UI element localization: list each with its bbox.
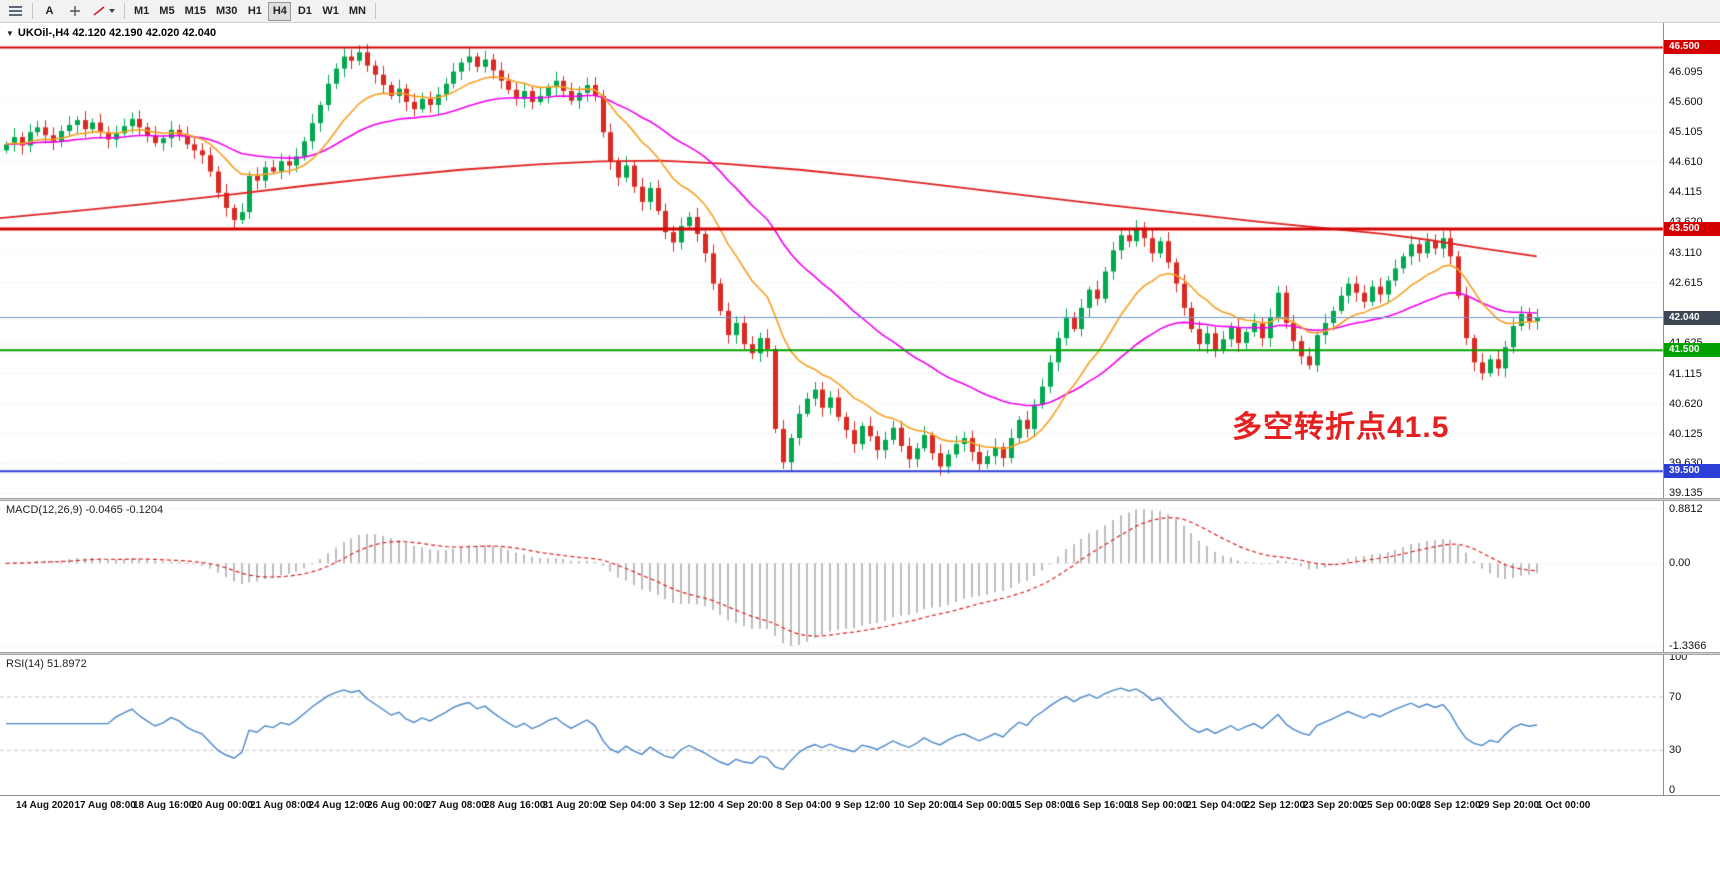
time-axis-label: 17 Aug 08:00 bbox=[74, 800, 136, 811]
time-axis-label: 20 Aug 00:00 bbox=[191, 800, 253, 811]
price-axis-label: 40.125 bbox=[1669, 427, 1703, 440]
crosshair-button[interactable] bbox=[63, 2, 86, 21]
price-axis-label: 44.610 bbox=[1669, 155, 1703, 168]
time-axis-label: 26 Aug 00:00 bbox=[367, 800, 429, 811]
timeframe-m30-button[interactable]: M30 bbox=[212, 2, 241, 21]
menu-lines-icon bbox=[9, 5, 22, 16]
macd-indicator-label: MACD(12,26,9) -0.0465 -0.1204 bbox=[6, 504, 164, 516]
timeframe-mn-button[interactable]: MN bbox=[345, 2, 370, 21]
time-axis-label: 18 Aug 16:00 bbox=[133, 800, 195, 811]
timeframe-m15-button[interactable]: M15 bbox=[181, 2, 210, 21]
time-axis-label: 14 Aug 2020 bbox=[16, 800, 74, 811]
time-axis-label: 28 Aug 16:00 bbox=[484, 800, 546, 811]
macd-axis-label: 0.8812 bbox=[1669, 503, 1703, 515]
time-axis-label: 8 Sep 04:00 bbox=[776, 800, 832, 811]
price-axis[interactable]: 46.09545.60045.10544.61044.11543.62043.1… bbox=[1663, 22, 1720, 797]
price-badge-42.040: 42.040 bbox=[1664, 310, 1720, 325]
text-tool-button[interactable]: A bbox=[38, 2, 61, 21]
price-badge-43.500: 43.500 bbox=[1664, 222, 1720, 237]
time-axis-label: 27 Aug 08:00 bbox=[425, 800, 487, 811]
time-axis-label: 24 Aug 12:00 bbox=[308, 800, 370, 811]
rsi-axis-label: 70 bbox=[1669, 691, 1682, 703]
time-axis-label: 21 Sep 04:00 bbox=[1186, 800, 1247, 811]
price-axis-label: 39.135 bbox=[1669, 487, 1703, 500]
rsi-axis-label: 0 bbox=[1669, 784, 1676, 797]
time-axis-label: 16 Sep 16:00 bbox=[1069, 800, 1130, 811]
timeframe-m1-button[interactable]: M1 bbox=[130, 2, 153, 21]
symbol-ohlc-label: ▼ UKOil-,H4 42.120 42.190 42.020 42.040 bbox=[6, 27, 216, 39]
toolbar: A M1 M5 M15 M30 H1 H4 D1 W1 MN bbox=[0, 0, 1720, 23]
time-axis-label: 3 Sep 12:00 bbox=[659, 800, 715, 811]
time-axis-label: 2 Sep 04:00 bbox=[601, 800, 657, 811]
macd-axis-label: -1.3366 bbox=[1669, 640, 1707, 652]
time-axis-label: 25 Sep 00:00 bbox=[1361, 800, 1423, 811]
timeframe-h4-button[interactable]: H4 bbox=[268, 1, 292, 21]
toolbar-separator bbox=[374, 3, 376, 19]
panel-divider[interactable] bbox=[0, 652, 1720, 655]
time-axis-label: 29 Sep 20:00 bbox=[1478, 800, 1540, 811]
rsi-indicator-label: RSI(14) 51.8972 bbox=[6, 658, 87, 670]
timeframe-d1-button[interactable]: D1 bbox=[293, 2, 316, 21]
price-axis-label: 41.115 bbox=[1669, 367, 1702, 380]
price-axis-label: 44.115 bbox=[1669, 185, 1702, 198]
price-badge-41.500: 41.500 bbox=[1664, 343, 1720, 358]
price-axis-label: 45.105 bbox=[1669, 125, 1703, 138]
timeframe-w1-button[interactable]: W1 bbox=[318, 2, 343, 21]
toolbar-separator bbox=[124, 3, 125, 19]
panel-divider[interactable] bbox=[0, 498, 1720, 501]
time-axis-label: 9 Sep 12:00 bbox=[835, 800, 891, 811]
time-axis-label: 4 Sep 20:00 bbox=[718, 800, 774, 811]
time-axis-label: 10 Sep 20:00 bbox=[893, 800, 955, 811]
toolbar-separator bbox=[32, 3, 33, 19]
time-axis-label: 28 Sep 12:00 bbox=[1420, 800, 1481, 811]
price-badge-39.500: 39.500 bbox=[1664, 464, 1720, 479]
price-axis-label: 45.600 bbox=[1669, 95, 1703, 108]
trendline-dropdown-button[interactable] bbox=[88, 2, 119, 21]
macd-axis-label: 0.00 bbox=[1669, 557, 1691, 570]
time-axis-label: 21 Aug 08:00 bbox=[250, 800, 312, 811]
symbol-dropdown-icon[interactable]: ▼ bbox=[6, 28, 14, 38]
chart-menu-icon[interactable] bbox=[4, 2, 27, 21]
price-axis-label: 46.095 bbox=[1669, 65, 1703, 78]
time-axis-label: 1 Oct 00:00 bbox=[1537, 800, 1591, 811]
time-axis-label: 14 Sep 00:00 bbox=[952, 800, 1013, 811]
caret-down-icon bbox=[109, 9, 115, 13]
time-axis-label: 15 Sep 08:00 bbox=[1010, 800, 1072, 811]
price-axis-label: 43.110 bbox=[1669, 246, 1702, 259]
rsi-axis-label: 30 bbox=[1669, 744, 1682, 757]
timeframe-m5-button[interactable]: M5 bbox=[155, 2, 178, 21]
time-axis[interactable]: 14 Aug 2020 17 Aug 08:00 18 Aug 16:00 20 Au… bbox=[0, 795, 1720, 816]
timeframe-h1-button[interactable]: H1 bbox=[243, 2, 266, 21]
time-axis-label: 22 Sep 12:00 bbox=[1244, 800, 1306, 811]
price-badge-46.500: 46.500 bbox=[1664, 40, 1720, 55]
price-axis-label: 42.615 bbox=[1669, 276, 1703, 289]
price-axis-label: 40.620 bbox=[1669, 397, 1703, 410]
chart-text-annotation[interactable]: 多空转折点41.5 bbox=[1232, 411, 1450, 444]
symbol-ohlc-text: UKOil-,H4 42.120 42.190 42.020 42.040 bbox=[17, 27, 217, 39]
time-axis-label: 23 Sep 20:00 bbox=[1303, 800, 1364, 811]
trendline-icon bbox=[93, 6, 105, 16]
time-axis-label: 18 Sep 00:00 bbox=[1127, 800, 1189, 811]
crosshair-icon bbox=[69, 6, 80, 16]
time-axis-label: 31 Aug 20:00 bbox=[542, 800, 604, 811]
